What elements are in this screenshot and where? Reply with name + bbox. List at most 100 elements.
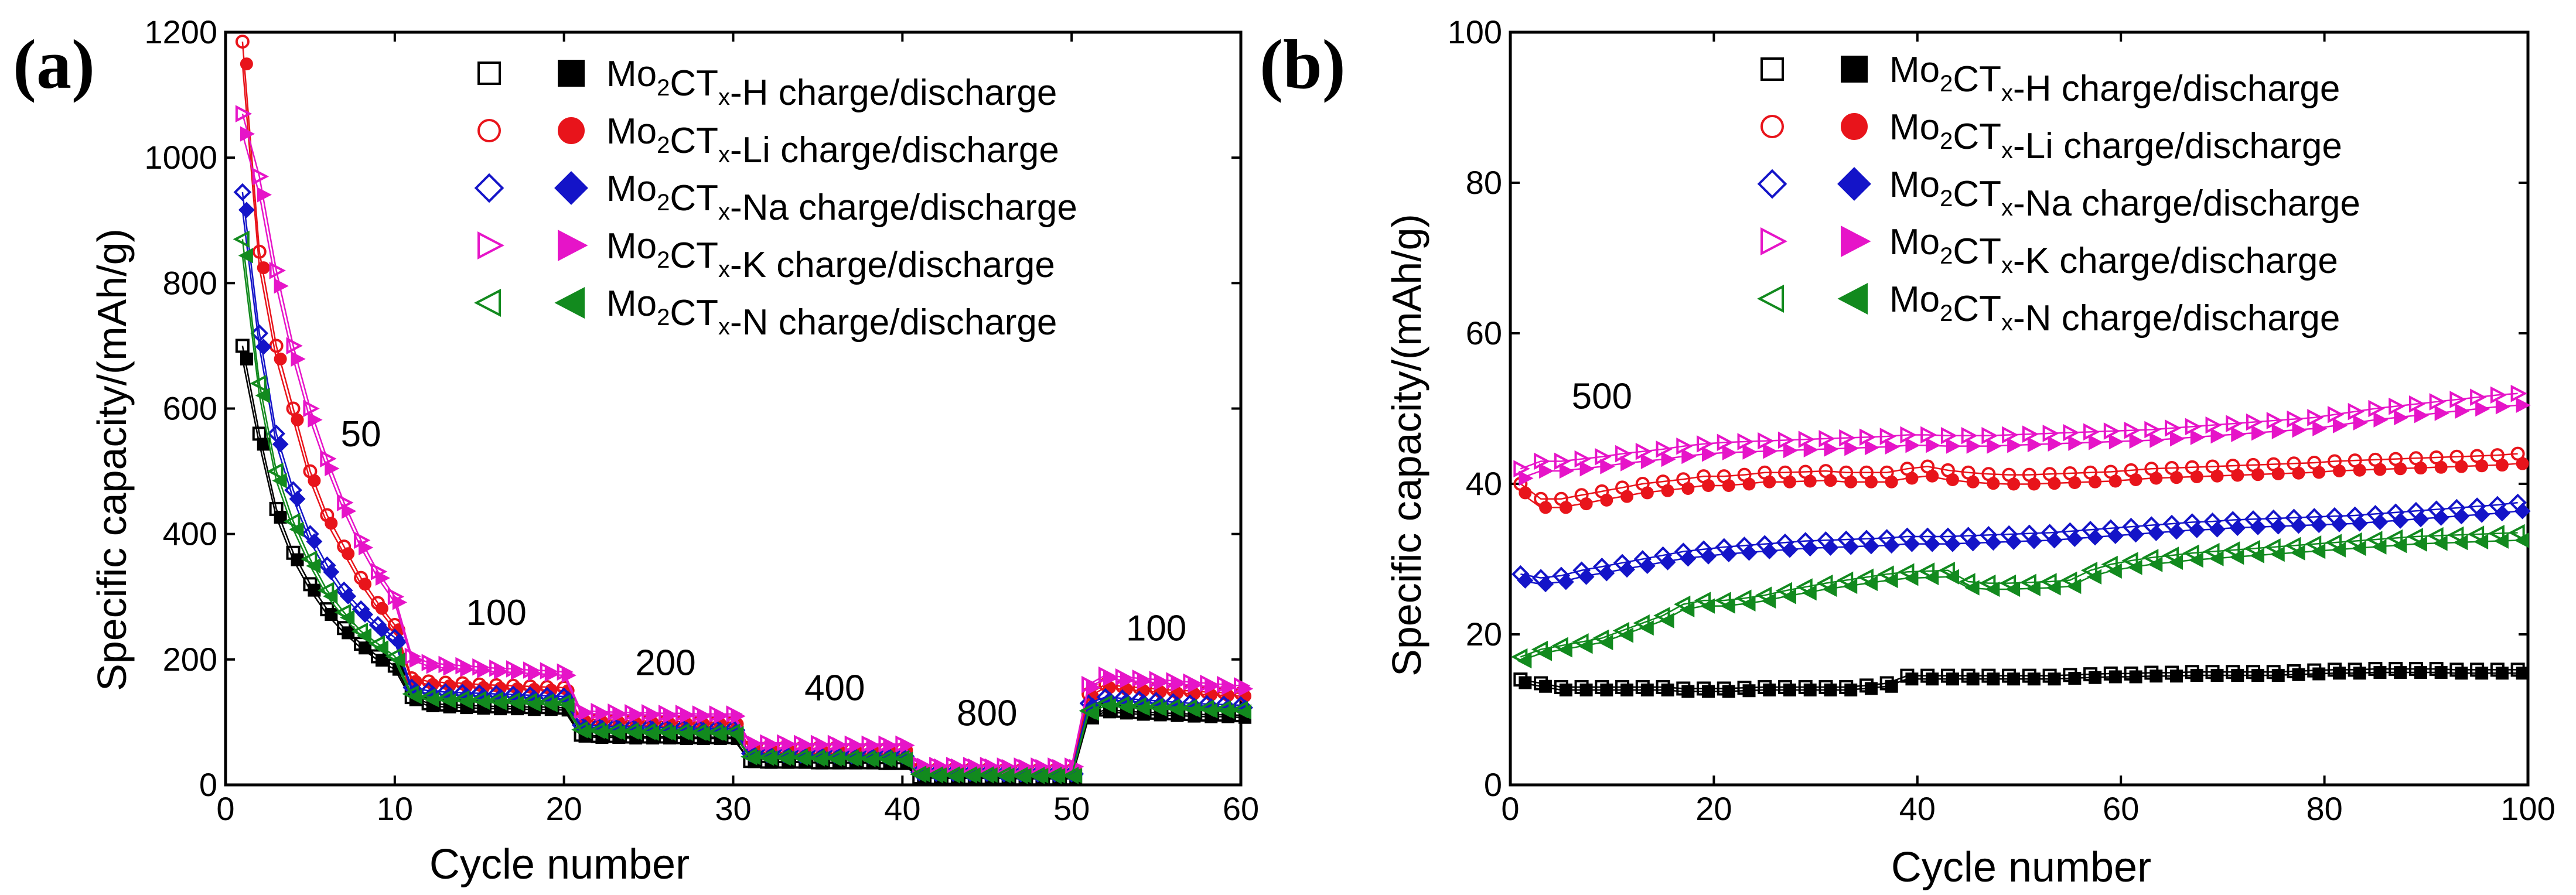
data-point-filled [1844,440,1860,456]
data-point-filled [1219,703,1235,719]
data-point-open [1900,426,1917,444]
data-point-filled [2353,463,2366,477]
data-point-filled [898,751,913,767]
data-point-open [1836,571,1854,589]
data-point-filled [1086,679,1101,695]
data-point-filled [2312,466,2326,479]
data-point-open [317,582,335,599]
data-point-filled [1946,473,1959,486]
data-point-open [2101,555,2118,573]
data-point-filled [2475,401,2490,417]
data-point-open [2022,425,2039,443]
data-point-filled [1700,598,1715,614]
data-point-filled [629,707,644,723]
data-point-filled [2188,522,2205,538]
data-point-filled [272,473,287,489]
data-point-filled [2249,548,2265,563]
data-point-filled [849,737,864,753]
data-point-filled [1964,580,1980,596]
data-point-filled [1803,442,1818,458]
rate-annotation: 50 [341,414,381,455]
data-point-filled [291,413,304,426]
data-point-filled [2229,549,2244,565]
data-point-filled [424,692,439,708]
data-point-filled [2394,409,2409,426]
data-point-filled [2312,667,2326,681]
data-point-filled [1205,678,1220,694]
data-point-filled [712,726,727,742]
data-point-filled [238,248,253,264]
data-point-open [2063,423,2080,442]
data-point-open [235,105,253,123]
data-point-open [1918,562,1935,580]
data-point-filled [1559,463,1575,479]
legend-marker-filled [1837,283,1868,315]
data-point-filled [325,460,340,477]
data-point-filled [257,438,270,451]
data-point-filled [2292,668,2305,681]
data-point-filled [1519,486,1532,500]
data-point-filled [308,474,321,487]
data-point-filled [441,693,456,709]
data-point-filled [2087,529,2104,546]
data-point-filled [1639,620,1654,636]
data-point-open [250,324,269,343]
legend-marker-open [477,62,501,85]
data-point-open [2124,421,2141,439]
data-point-open [2366,531,2383,548]
data-point-filled [1640,486,1654,500]
data-point-open [1979,574,1996,592]
data-point-filled [2473,534,2489,550]
data-point-filled [2271,669,2285,682]
data-point-filled [1741,596,1756,612]
data-point-filled [458,694,473,709]
data-point-filled [325,608,338,621]
data-point-filled [2231,469,2244,482]
data-point-filled [1926,438,1941,453]
data-point-filled [1559,501,1572,514]
data-point-open [1615,445,1632,463]
legend-marker-open [1760,57,1784,81]
data-point-open [2205,416,2222,434]
data-point-filled [1680,550,1697,567]
data-point-filled [2251,669,2265,682]
data-point-filled [2170,471,2183,484]
data-point-filled [2394,462,2407,476]
data-point-filled [323,563,340,580]
data-point-filled [1681,685,1695,698]
data-point-filled [2392,512,2409,529]
data-point-filled [2432,509,2449,526]
data-point-open [2510,384,2527,402]
data-point-filled [2516,667,2529,680]
data-point-filled [1517,653,1532,669]
legend-marker-open [1757,169,1787,199]
data-point-filled [2394,666,2407,679]
legend-entry: Mo2CTx-N charge/discharge [1889,279,2340,339]
data-point-open [2185,418,2202,436]
x-tick-label: 60 [1223,790,1259,827]
data-point-filled [697,708,712,724]
data-point-filled [2412,536,2427,552]
data-point-open [2449,391,2466,408]
data-point-filled [1619,561,1635,578]
data-point-filled [2007,672,2021,686]
legend-marker-open [477,119,501,142]
data-point-filled [1722,445,1737,461]
data-point-open [303,399,320,418]
data-point-open [1676,437,1693,455]
data-point-open [2165,419,2182,437]
data-point-filled [274,352,287,365]
data-point-filled [2005,534,2022,550]
data-point-filled [2514,503,2531,520]
data-point-open [2304,535,2322,553]
legend-marker-open [477,231,504,260]
data-point-filled [1987,438,2002,454]
data-point-filled [1844,475,1858,489]
data-point-filled [426,658,441,674]
data-point-filled [2229,520,2246,537]
data-point-filled [2250,519,2266,535]
data-point-filled [1559,683,1572,696]
data-point-filled [799,737,814,753]
data-point-open [2348,402,2365,421]
data-point-open [1879,428,1897,445]
